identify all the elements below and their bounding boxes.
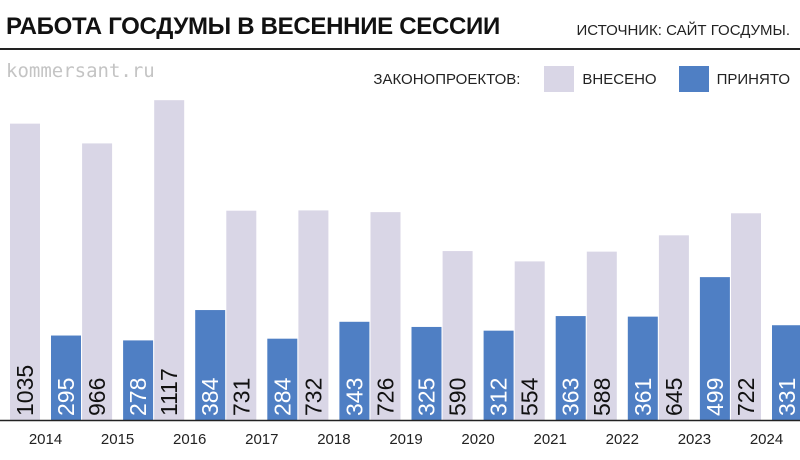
x-tick-label-2017: 2017 [245, 431, 278, 448]
data-label-adopted-2018: 343 [341, 378, 367, 416]
data-label-adopted-2021: 363 [558, 378, 584, 416]
data-label-submitted-2023: 645 [661, 378, 687, 416]
data-label-submitted-2019: 726 [373, 378, 399, 416]
bar-adopted-2021 [555, 316, 586, 420]
bar-adopted-2014 [51, 335, 81, 420]
bar-adopted-2023 [699, 277, 730, 420]
bar-submitted-2024 [731, 213, 761, 420]
x-tick-label-2021: 2021 [534, 431, 567, 448]
data-label-adopted-2015: 278 [125, 378, 151, 416]
header-divider [0, 48, 800, 50]
bar-submitted-2015 [82, 143, 113, 420]
data-label-submitted-2017: 731 [228, 378, 254, 416]
legend-swatch-submitted [544, 66, 575, 92]
x-tick-label-2024: 2024 [750, 431, 783, 448]
data-label-submitted-2014: 1035 [12, 365, 38, 416]
bar-adopted-2020 [483, 330, 514, 420]
bar-submitted-2021 [514, 261, 545, 420]
bar-adopted-2017 [267, 338, 298, 420]
bar-adopted-2016 [195, 310, 226, 420]
watermark: kommersant.ru [6, 60, 155, 82]
data-label-submitted-2015: 966 [84, 378, 110, 416]
bar-submitted-2023 [658, 235, 689, 420]
legend-prefix: ЗАКОНОПРОЕКТОВ: [373, 70, 521, 88]
data-label-submitted-2016: 1117 [156, 368, 182, 416]
bar-adopted-2022 [627, 316, 658, 420]
source-note: ИСТОЧНИК: САЙТ ГОСДУМЫ. [576, 22, 791, 39]
legend-swatch-adopted [678, 66, 709, 92]
chart-title: РАБОТА ГОСДУМЫ В ВЕСЕННИЕ СЕССИИ [6, 13, 500, 40]
data-label-adopted-2017: 284 [269, 377, 295, 416]
data-label-adopted-2019: 325 [414, 378, 440, 416]
legend: ЗАКОНОПРОЕКТОВ: ВНЕСЕНО ПРИНЯТО [373, 66, 790, 92]
x-tick-label-2020: 2020 [461, 431, 494, 448]
data-label-submitted-2020: 590 [445, 378, 471, 416]
bar-submitted-2016 [154, 100, 185, 420]
data-label-adopted-2016: 384 [197, 377, 223, 416]
x-tick-label-2019: 2019 [389, 431, 422, 448]
data-label-submitted-2021: 554 [517, 377, 543, 416]
x-tick-label-2015: 2015 [101, 431, 134, 448]
data-label-submitted-2024: 722 [733, 378, 759, 416]
data-label-adopted-2023: 499 [702, 378, 728, 416]
data-label-adopted-2014: 295 [53, 378, 79, 416]
data-label-submitted-2022: 588 [589, 378, 615, 416]
bar-adopted-2015 [123, 340, 154, 420]
x-tick-label-2016: 2016 [173, 431, 206, 448]
data-label-adopted-2020: 312 [486, 378, 512, 416]
legend-label-adopted: ПРИНЯТО [716, 70, 790, 88]
bar-submitted-2019 [370, 212, 401, 420]
data-label-adopted-2022: 361 [630, 378, 656, 416]
bar-submitted-2017 [226, 210, 257, 420]
x-tick-label-2023: 2023 [678, 431, 711, 448]
data-label-submitted-2018: 732 [300, 378, 326, 416]
bar-submitted-2020 [442, 251, 473, 420]
bar-submitted-2022 [586, 251, 617, 420]
legend-label-submitted: ВНЕСЕНО [582, 70, 657, 88]
data-label-adopted-2024: 331 [774, 378, 800, 416]
x-tick-label-2022: 2022 [606, 431, 639, 448]
bar-adopted-2024 [772, 325, 800, 420]
bar-submitted-2018 [298, 210, 329, 420]
bar-adopted-2019 [411, 326, 442, 420]
bar-adopted-2018 [339, 321, 370, 420]
x-tick-label-2014: 2014 [29, 431, 62, 448]
bar-submitted-2014 [10, 123, 40, 421]
x-tick-label-2018: 2018 [317, 431, 350, 448]
